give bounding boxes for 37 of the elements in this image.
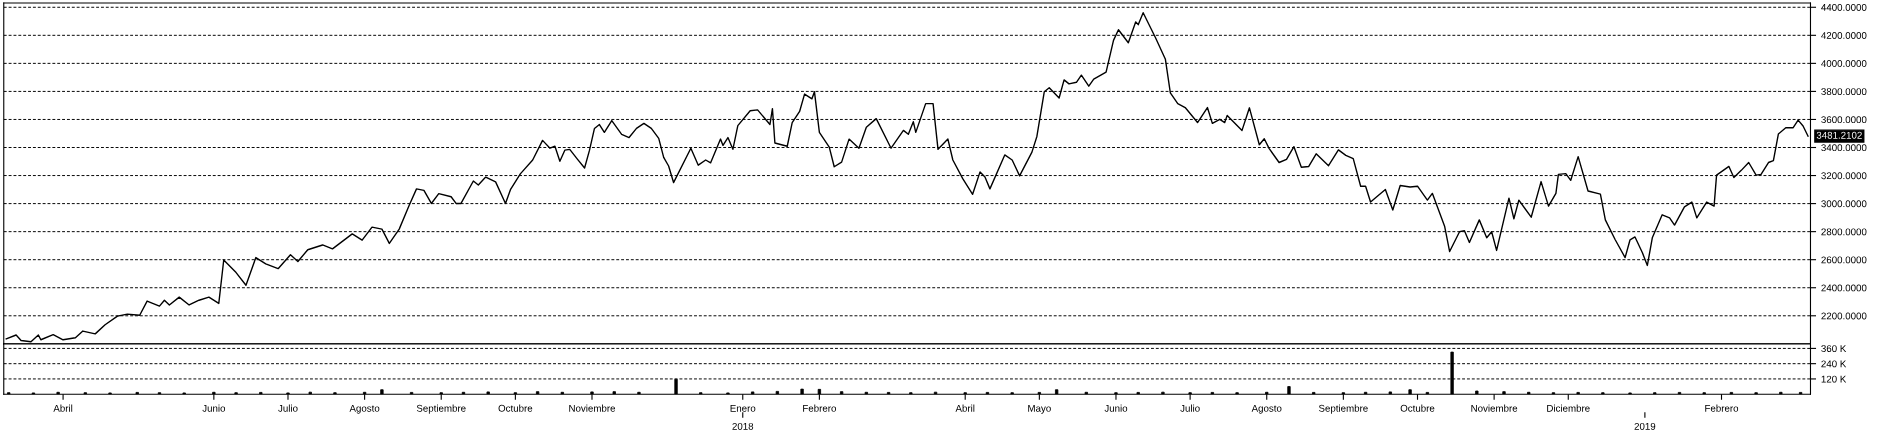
x-tick-label: Diciembre — [1547, 404, 1590, 412]
x-tick-label: Enero — [730, 404, 756, 412]
x-tick-label: Febrero — [803, 404, 836, 412]
x-tick-label: Julio — [278, 404, 298, 412]
y-tick-label: 4000.0000 — [1821, 60, 1867, 67]
x2-tick-label: 2019 — [1634, 422, 1656, 430]
y-tick-label: 2800.0000 — [1821, 228, 1867, 236]
y-tick-label: 4200.0000 — [1821, 32, 1867, 39]
y-tick-label: 360 K — [1821, 345, 1847, 353]
y-tick-label: 2200.0000 — [1821, 312, 1867, 320]
y-tick-label: 3800.0000 — [1821, 88, 1867, 96]
x-tick-label: Mayo — [1028, 404, 1051, 414]
x-tick-label: Agosto — [1251, 404, 1282, 414]
y-tick-label: 2400.0000 — [1821, 284, 1867, 292]
y-tick-label: 3200.0000 — [1821, 172, 1867, 180]
x-tick-label: Abril — [53, 404, 73, 412]
x-tick-label: Septiembre — [416, 404, 466, 414]
y-tick-label: 2600.0000 — [1821, 256, 1867, 264]
y-tick-label: 240 K — [1821, 360, 1847, 368]
x-tick-label: Julio — [1180, 404, 1200, 412]
x-tick-label: Agosto — [349, 404, 380, 414]
x-tick-label: Abril — [955, 404, 975, 412]
x-tick-label: Noviembre — [569, 404, 616, 412]
x-tick-label: Junio — [202, 404, 226, 412]
x-tick-label: Octubre — [498, 404, 533, 412]
x-tick-label: Septiembre — [1318, 404, 1368, 414]
y-tick-label: 3600.0000 — [1821, 116, 1867, 124]
x-tick-label: Octubre — [1400, 404, 1435, 412]
y-tick-label: 4400.0000 — [1821, 4, 1867, 11]
x-tick-label: Noviembre — [1471, 404, 1518, 412]
annotation: 3481.2102 — [1816, 131, 1862, 139]
x2-tick-label: 2018 — [732, 422, 754, 430]
x-tick-label: Febrero — [1705, 404, 1739, 412]
y-tick-label: 120 K — [1821, 375, 1847, 383]
x-tick-label: Junio — [1104, 404, 1128, 412]
y-tick-label: 3000.0000 — [1821, 200, 1867, 208]
y-tick-label: 3400.0000 — [1821, 144, 1867, 152]
